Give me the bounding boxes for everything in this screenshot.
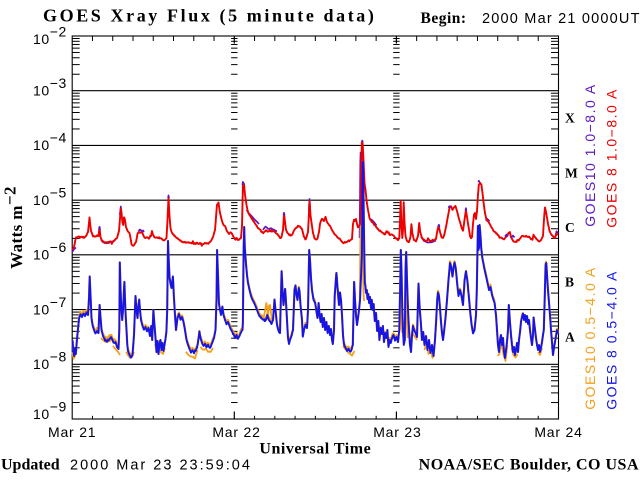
svg-text:GOES10 1.0−8.0 A: GOES10 1.0−8.0 A [582, 83, 598, 226]
svg-text:GOES10 0.5−4.0 A: GOES10 0.5−4.0 A [582, 266, 598, 409]
svg-text:Begin:: Begin: [421, 10, 467, 27]
svg-text:GOES Xray Flux (5 minute data): GOES Xray Flux (5 minute data) [43, 6, 377, 27]
svg-text:NOAA/SEC Boulder, CO USA: NOAA/SEC Boulder, CO USA [419, 457, 639, 474]
svg-text:GOES 8 1.0−8.0 A: GOES 8 1.0−8.0 A [604, 88, 620, 228]
svg-text:M: M [565, 165, 578, 180]
svg-text:Universal Time: Universal Time [259, 441, 371, 458]
svg-text:2000 Mar 21 0000UT: 2000 Mar 21 0000UT [482, 11, 640, 27]
svg-text:Mar 22: Mar 22 [212, 424, 260, 440]
svg-text:Mar 23: Mar 23 [373, 424, 421, 440]
svg-text:B: B [565, 275, 574, 290]
svg-text:X: X [565, 111, 575, 126]
svg-text:Updated: Updated [1, 457, 60, 474]
svg-text:2000 Mar 23 23:59:04: 2000 Mar 23 23:59:04 [70, 458, 252, 474]
svg-text:GOES 8 0.5−4.0 A: GOES 8 0.5−4.0 A [604, 270, 620, 410]
svg-text:Mar 21: Mar 21 [48, 424, 96, 440]
svg-text:Mar 24: Mar 24 [534, 424, 582, 440]
svg-text:C: C [565, 220, 575, 235]
svg-text:A: A [565, 329, 575, 344]
